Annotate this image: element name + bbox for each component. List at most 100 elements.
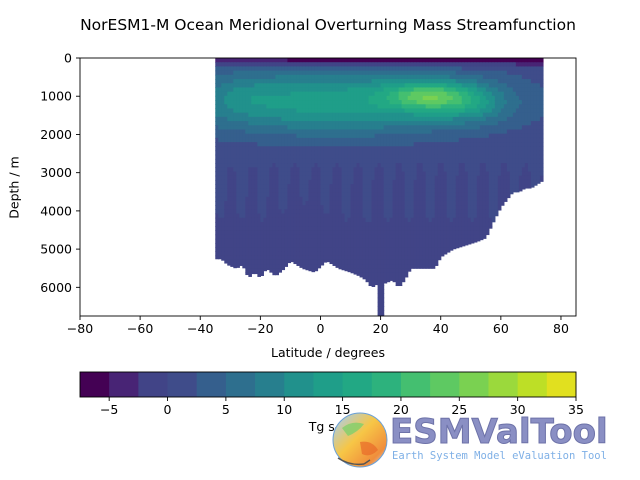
contour-cell	[461, 58, 466, 63]
contour-cell	[227, 100, 231, 105]
contour-cell	[518, 74, 523, 80]
contour-cell	[347, 116, 352, 122]
contour-cell	[281, 234, 286, 240]
contour-cell	[440, 70, 445, 76]
contour-cell	[329, 196, 334, 202]
contour-cell	[302, 175, 307, 181]
contour-cell	[299, 213, 304, 219]
contour-cell	[341, 209, 346, 215]
contour-cell	[488, 112, 493, 118]
contour-cell	[422, 167, 427, 173]
contour-cell	[332, 247, 337, 252]
contour-cell	[332, 167, 337, 173]
contour-cell	[248, 188, 252, 194]
contour-cell	[416, 217, 421, 223]
contour-cell	[329, 121, 334, 126]
contour-cell	[308, 238, 313, 244]
contour-cell	[380, 184, 385, 189]
contour-cell	[389, 58, 394, 63]
contour-cell	[338, 171, 343, 177]
contour-cell	[422, 226, 427, 231]
contour-cell	[452, 238, 457, 244]
contour-cell	[359, 133, 364, 139]
contour-cell	[413, 184, 418, 189]
contour-cell	[386, 192, 391, 198]
contour-cell	[335, 66, 340, 72]
contour-cell	[407, 243, 412, 248]
contour-cell	[275, 238, 279, 244]
contour-cell	[281, 188, 286, 194]
contour-cell	[314, 221, 319, 227]
contour-cell	[392, 238, 397, 244]
contour-cell	[329, 238, 334, 244]
contour-cell	[326, 91, 331, 97]
contour-cell	[329, 184, 334, 189]
contour-cell	[449, 221, 454, 227]
contour-cell	[227, 142, 231, 147]
contour-cell	[215, 230, 219, 236]
contour-cell	[404, 70, 409, 76]
contour-cell	[518, 112, 523, 118]
contour-cell	[248, 150, 252, 156]
contour-cell	[362, 259, 367, 265]
contour-cell	[239, 213, 243, 219]
contour-cell	[482, 121, 487, 126]
contour-cell	[371, 87, 376, 93]
contour-cell	[482, 142, 487, 147]
contour-cell	[395, 100, 400, 105]
contour-cell	[251, 264, 255, 269]
contour-cell	[320, 150, 325, 156]
contour-cell	[311, 129, 316, 135]
contour-cell	[311, 87, 316, 93]
contour-cell	[371, 163, 376, 168]
contour-cell	[410, 179, 415, 185]
contour-cell	[356, 95, 361, 101]
contour-cell	[221, 158, 225, 164]
contour-cell	[407, 95, 412, 101]
contour-cell	[449, 163, 454, 168]
contour-cell	[410, 95, 415, 101]
contour-cell	[470, 121, 475, 126]
contour-cell	[377, 209, 382, 215]
contour-cell	[425, 158, 430, 164]
contour-cell	[503, 58, 508, 63]
contour-cell	[233, 74, 237, 80]
contour-cell	[425, 146, 430, 152]
contour-cell	[509, 108, 514, 114]
contour-cell	[242, 83, 246, 89]
contour-cell	[284, 171, 289, 177]
contour-cell	[368, 83, 373, 89]
contour-cell	[497, 192, 502, 198]
contour-cell	[284, 209, 289, 215]
contour-cell	[248, 58, 252, 63]
contour-cell	[254, 91, 258, 97]
contour-cell	[356, 112, 361, 118]
contour-cell	[419, 238, 424, 244]
contour-cell	[515, 188, 520, 193]
contour-cell	[257, 247, 261, 252]
contour-cell	[275, 146, 279, 152]
contour-cell	[500, 154, 505, 160]
contour-cell	[311, 154, 316, 160]
contour-cell	[440, 129, 445, 135]
contour-cell	[461, 158, 466, 164]
contour-cell	[317, 66, 322, 72]
contour-cell	[434, 95, 439, 101]
contour-cell	[347, 179, 352, 185]
contour-cell	[269, 104, 273, 110]
contour-cell	[287, 146, 292, 152]
contour-cell	[290, 112, 295, 118]
contour-cell	[449, 112, 454, 118]
contour-cell	[497, 154, 502, 160]
contour-cell	[248, 79, 252, 84]
contour-cell	[488, 217, 493, 223]
contour-cell	[308, 87, 313, 93]
contour-cell	[365, 221, 370, 227]
contour-cell	[449, 196, 454, 202]
contour-cell	[332, 91, 337, 97]
contour-cell	[254, 116, 258, 122]
contour-cell	[407, 251, 412, 257]
contour-cell	[278, 205, 283, 210]
contour-cell	[281, 83, 286, 89]
contour-cell	[275, 200, 279, 206]
